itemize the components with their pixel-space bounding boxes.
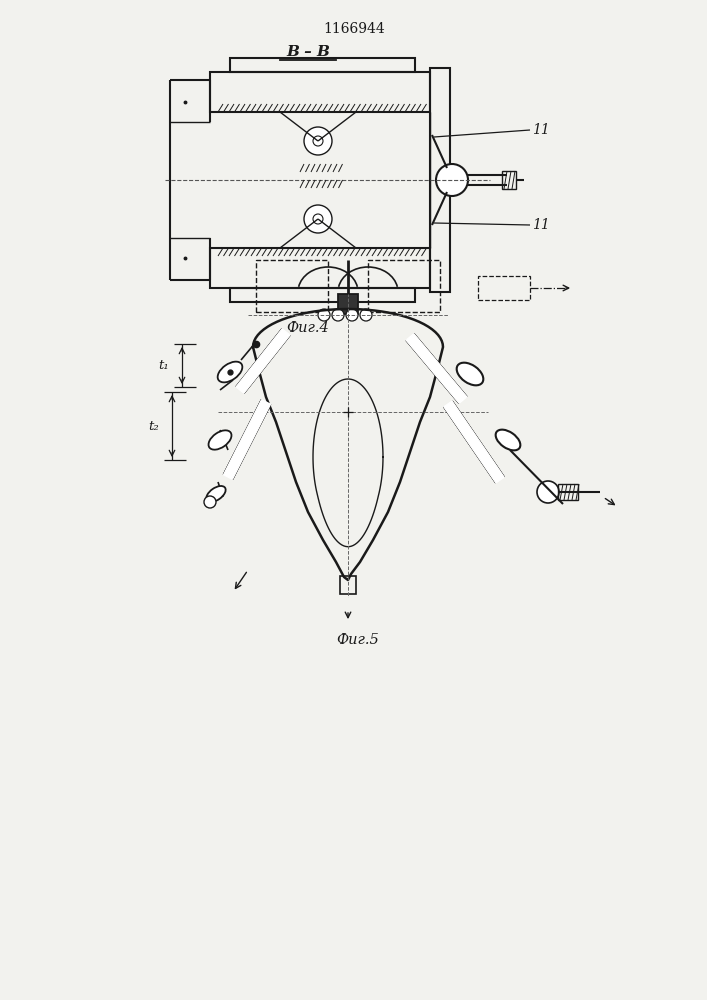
Bar <box>338 294 358 314</box>
Bar <box>368 260 440 312</box>
Circle shape <box>332 309 344 321</box>
Text: t₁: t₁ <box>158 359 170 372</box>
Polygon shape <box>223 400 271 479</box>
Text: t₂: t₂ <box>148 420 159 432</box>
Bar <box>340 576 356 594</box>
Ellipse shape <box>496 430 520 450</box>
Ellipse shape <box>457 363 484 385</box>
Circle shape <box>204 496 216 508</box>
Bar <box>230 288 415 302</box>
Bar <box>558 484 578 500</box>
Bar <box>256 260 328 312</box>
Text: 11: 11 <box>532 123 550 137</box>
Circle shape <box>436 164 468 196</box>
Text: B – B: B – B <box>286 45 330 59</box>
Circle shape <box>313 214 323 224</box>
Text: Фиг.5: Фиг.5 <box>337 633 380 647</box>
Circle shape <box>537 481 559 503</box>
Circle shape <box>346 309 358 321</box>
Polygon shape <box>407 334 467 403</box>
Circle shape <box>304 127 332 155</box>
Circle shape <box>304 205 332 233</box>
Text: 11: 11 <box>532 218 550 232</box>
Bar <box>210 248 430 288</box>
Polygon shape <box>444 401 504 483</box>
Bar <box>478 276 530 300</box>
Bar <box>230 58 415 72</box>
Text: 1166944: 1166944 <box>323 22 385 36</box>
Text: Фиг.4: Фиг.4 <box>286 321 329 335</box>
Bar <box>502 171 516 189</box>
Circle shape <box>318 309 330 321</box>
Ellipse shape <box>209 430 231 450</box>
Bar <box>430 68 450 292</box>
Bar <box>210 72 430 112</box>
Circle shape <box>360 309 372 321</box>
Ellipse shape <box>206 486 226 502</box>
Polygon shape <box>236 329 290 393</box>
Circle shape <box>313 136 323 146</box>
Ellipse shape <box>218 362 243 382</box>
